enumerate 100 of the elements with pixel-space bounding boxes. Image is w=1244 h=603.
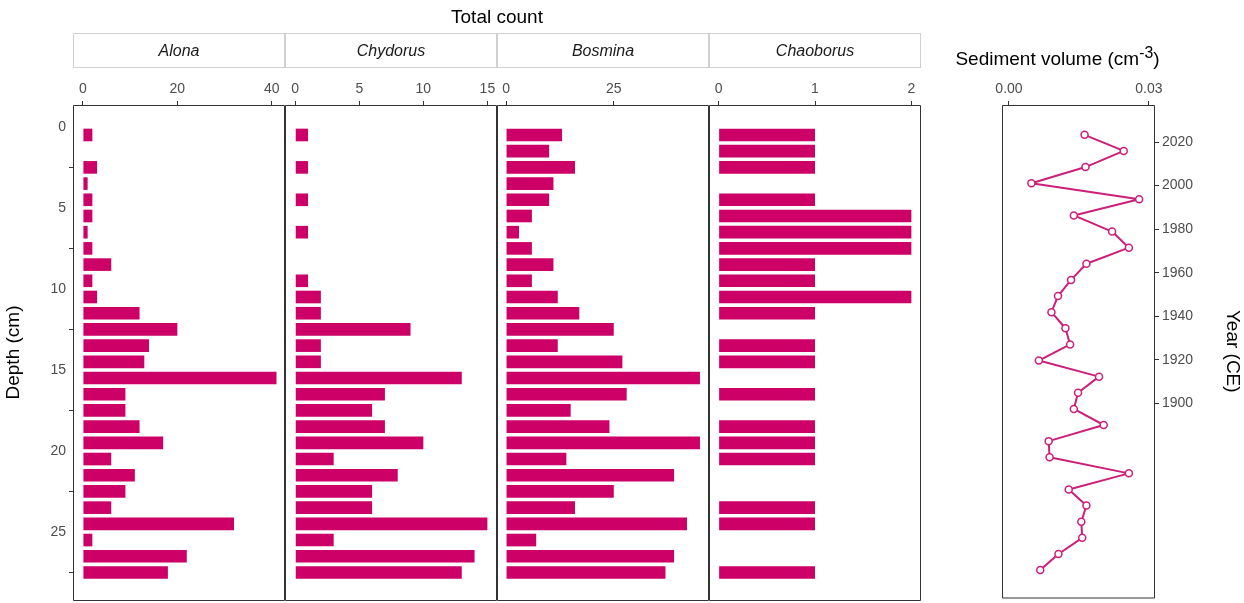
bar <box>506 371 700 385</box>
bar <box>83 420 140 433</box>
y-tick-label: 15 <box>50 360 67 377</box>
y2-tick-label: 2020 <box>1162 132 1194 149</box>
x-tick-label: 0.00 <box>995 80 1023 97</box>
point <box>1053 291 1063 301</box>
x-tick-label: 1 <box>811 80 820 97</box>
bar <box>506 404 571 417</box>
point <box>1077 517 1086 526</box>
point <box>1124 469 1134 478</box>
bar <box>83 501 112 514</box>
bar <box>83 485 126 498</box>
y2-tick-label: 1920 <box>1162 350 1194 367</box>
bar <box>506 387 627 401</box>
point <box>1080 130 1089 140</box>
y2-tick-label: 1940 <box>1162 307 1194 324</box>
bar <box>83 242 93 255</box>
bar <box>83 355 145 369</box>
bar <box>506 549 675 563</box>
bar <box>295 452 334 466</box>
bar <box>83 258 112 271</box>
point <box>1036 565 1045 575</box>
point <box>1045 453 1054 462</box>
bar <box>83 549 187 563</box>
bar <box>295 468 398 482</box>
y2-tick-label: 1960 <box>1162 263 1194 280</box>
bar <box>506 242 532 255</box>
point <box>1119 146 1128 156</box>
bar <box>83 517 235 531</box>
point <box>1077 533 1087 543</box>
bar <box>295 533 334 547</box>
bar <box>506 323 614 336</box>
bar <box>83 225 88 239</box>
x-tick-label: 40 <box>263 80 280 97</box>
bar <box>295 517 488 531</box>
point <box>1027 178 1036 188</box>
bar <box>83 209 93 223</box>
bar <box>506 193 550 207</box>
point <box>1107 227 1117 236</box>
bar <box>506 144 550 158</box>
bar <box>83 339 150 352</box>
bar <box>295 274 309 288</box>
x-tick-label: 10 <box>415 80 432 97</box>
bar <box>295 436 424 450</box>
bar <box>83 404 126 417</box>
bar <box>295 371 462 385</box>
x-tick-label: 0 <box>502 80 511 97</box>
point <box>1061 324 1070 333</box>
bar <box>83 290 98 304</box>
x-tick-label: 0 <box>291 80 300 97</box>
bar <box>506 517 688 531</box>
bar <box>295 225 309 239</box>
bar <box>83 452 112 466</box>
bar <box>295 355 321 369</box>
bar <box>295 323 411 336</box>
bar <box>506 452 567 466</box>
point <box>1047 307 1056 317</box>
y-tick-label: 20 <box>50 441 67 458</box>
chart-title: Chydorus <box>285 33 497 68</box>
bar <box>506 209 532 223</box>
bar <box>295 339 321 352</box>
bar <box>83 436 164 450</box>
x-tick-label: 0 <box>79 80 88 97</box>
bar <box>506 420 610 433</box>
bar <box>295 420 385 433</box>
y-tick-label: 25 <box>50 522 67 539</box>
bar <box>295 485 373 498</box>
y-tick-label: 5 <box>58 198 67 215</box>
point <box>1082 259 1091 269</box>
point <box>1124 243 1134 252</box>
chart-title: Bosmina <box>497 33 709 68</box>
point <box>1069 404 1079 414</box>
bar <box>295 161 309 174</box>
point <box>1065 340 1075 349</box>
point <box>1044 436 1053 446</box>
x-axis-title: Sediment volume (cm$^{-3}$) <box>954 44 1161 71</box>
bar <box>83 323 178 336</box>
bar <box>295 306 321 320</box>
bar <box>506 306 580 320</box>
bar <box>506 339 558 352</box>
point <box>1054 549 1063 559</box>
bar <box>506 436 700 450</box>
y-tick-label: 10 <box>50 279 67 296</box>
point <box>1081 162 1090 172</box>
bar <box>506 485 614 498</box>
chart-title: Chaoborus <box>709 33 921 68</box>
bar <box>506 258 554 271</box>
point <box>1073 388 1083 398</box>
point <box>1064 485 1073 494</box>
bar <box>295 549 475 563</box>
bar <box>83 177 88 190</box>
bar <box>506 177 554 190</box>
y2-tick-label: 1900 <box>1162 394 1194 411</box>
point <box>1066 275 1076 285</box>
x-tick-label: 20 <box>169 80 186 97</box>
x-tick-label: 25 <box>605 80 622 97</box>
bar <box>506 468 675 482</box>
bar <box>295 566 462 579</box>
x-tick-label: 0 <box>714 80 723 97</box>
bar <box>83 533 93 547</box>
